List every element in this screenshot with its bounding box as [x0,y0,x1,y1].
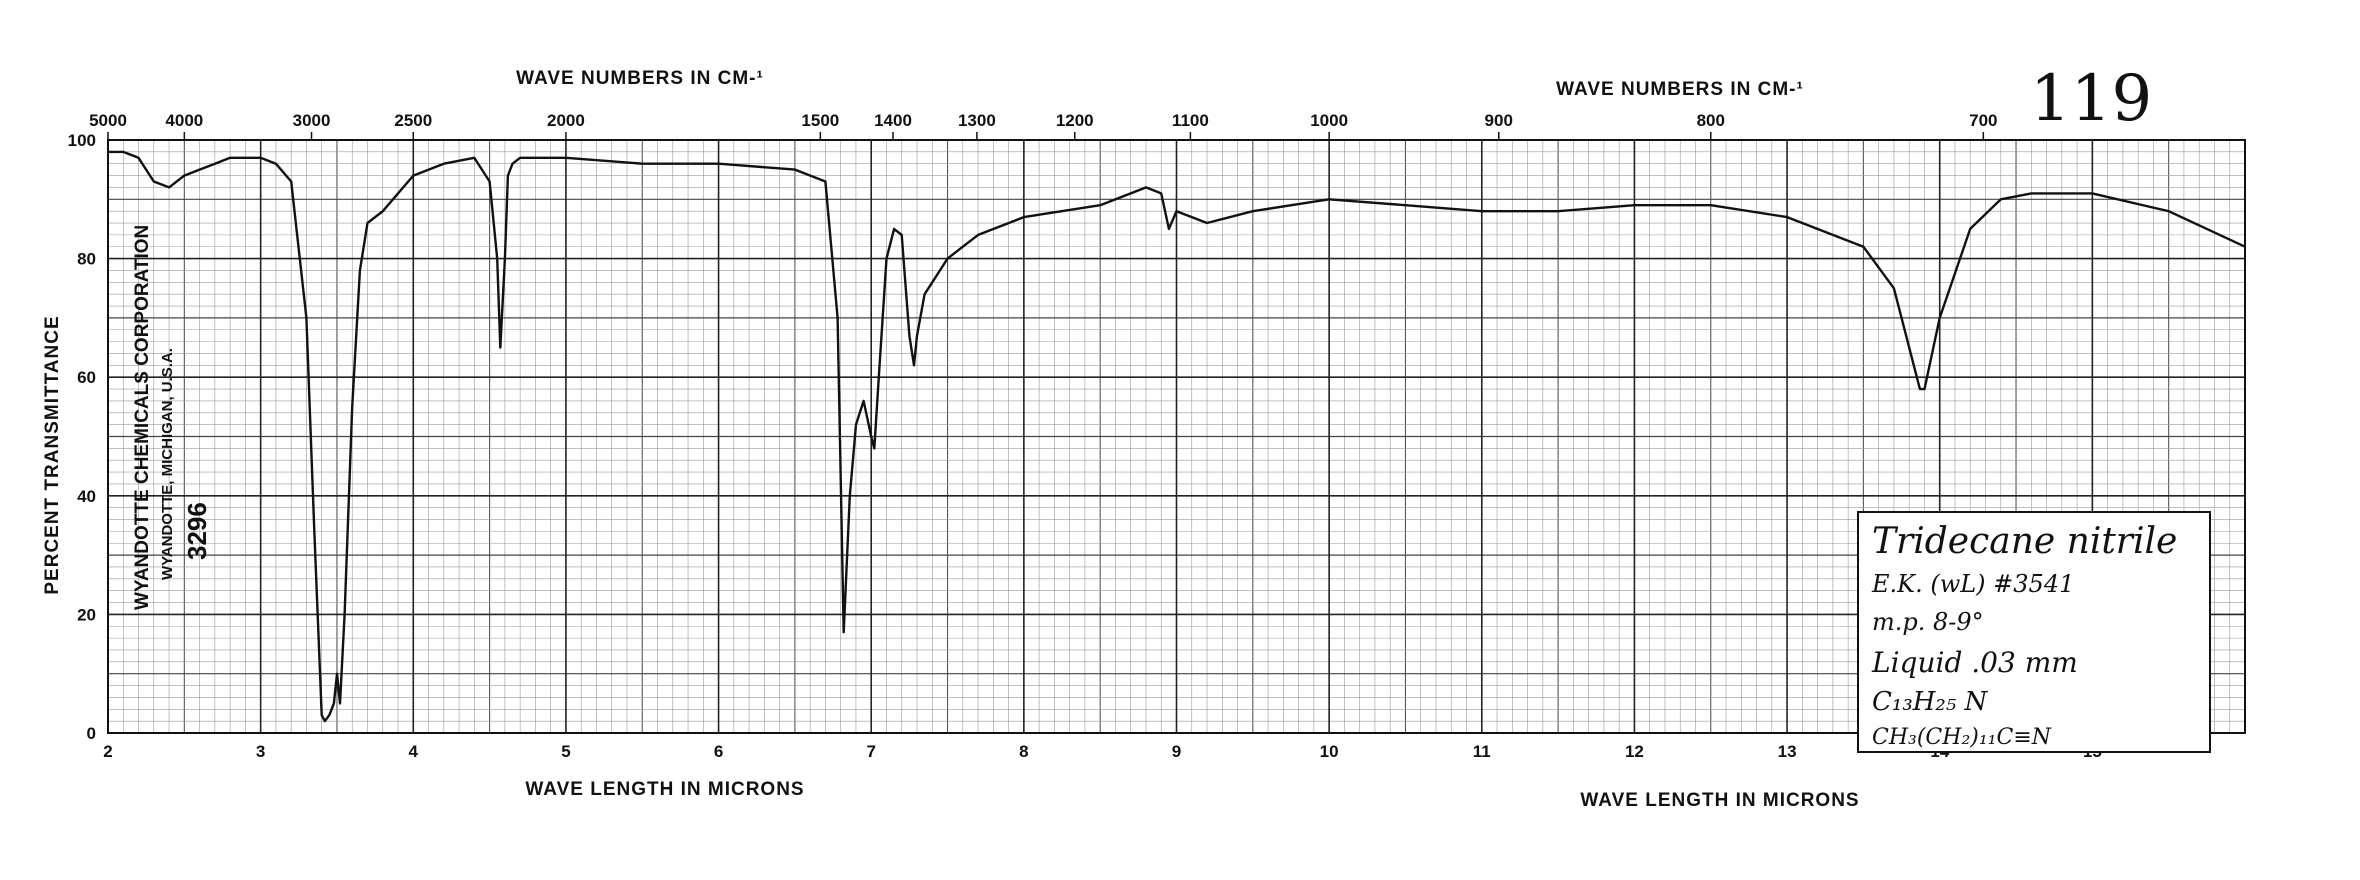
side-label-company: WYANDOTTE CHEMICALS CORPORATION [132,225,153,610]
x-tick-label: 3 [256,742,265,761]
wavenumber-tick-label: 1300 [958,111,996,130]
y-tick-label: 100 [68,131,96,150]
wavenumber-tick-label: 800 [1697,111,1725,130]
wavenumber-tick-label: 1400 [874,111,912,130]
x-axis-title-bottom-left: WAVE LENGTH IN MICRONS [525,779,804,800]
annotation-line-1: Tridecane nitrile [1872,521,2177,562]
annotation-line-5: C₁₃H₂₅ N [1872,687,1989,717]
x-tick-label: 9 [1172,742,1181,761]
y-tick-label: 20 [77,605,96,624]
y-axis-title: PERCENT TRANSMITTANCE [42,315,63,594]
wavenumber-tick-label: 4000 [165,111,203,130]
wavenumber-tick-label: 700 [1969,111,1997,130]
x-tick-label: 5 [561,742,570,761]
annotation-line-2: E.K. (wL) #3541 [1871,570,2074,598]
wavenumber-tick-label: 1000 [1310,111,1348,130]
x-axis-title-top-left: WAVE NUMBERS IN CM-¹ [516,68,764,89]
x-tick-label: 11 [1473,742,1491,761]
y-tick-label: 0 [87,724,96,743]
wavenumber-tick-label: 1100 [1172,111,1209,130]
x-tick-labels: 23456789101112131415 [103,742,2102,761]
y-tick-labels: 0 20 40 60 80 100 [68,131,96,743]
wavenumber-tick-label: 3000 [293,111,331,130]
wavenumber-tick-label: 5000 [89,111,127,130]
plot-frame [107,139,2246,734]
annotation-line-6: CH₃(CH₂)₁₁C≡N [1872,725,2052,750]
x-tick-label: 13 [1778,742,1797,761]
annotation-box: Tridecane nitrile E.K. (wL) #3541 m.p. 8… [1857,511,2211,753]
side-label-location: WYANDOTTE, MICHIGAN, U.S.A. [159,348,176,580]
series-line [108,150,2246,723]
side-label-code: 3296 [182,502,212,560]
x-tick-label: 12 [1625,742,1644,761]
x-tick-label: 4 [409,742,419,761]
wavenumber-tick-label: 1500 [801,111,839,130]
wavenumber-tick-label: 2000 [547,111,585,130]
wavenumber-tick-label: 2500 [394,111,432,130]
x-tick-label: 8 [1019,742,1028,761]
y-tick-label: 80 [77,250,96,269]
x-axis-title-bottom-right: WAVE LENGTH IN MICRONS [1580,790,1859,811]
annotation-line-3: m.p. 8-9° [1872,608,1984,636]
y-tick-label: 60 [77,368,96,387]
x-axis-title-top-right: WAVE NUMBERS IN CM-¹ [1556,79,1804,100]
y-tick-label: 40 [77,487,96,506]
wavenumber-tick-labels: 5000 4000 3000 2500 2000 1500 1400 1300 1200 1100… [89,111,1998,140]
wavenumber-tick-label: 900 [1485,111,1513,130]
x-tick-label: 10 [1320,742,1339,761]
x-tick-label: 6 [714,742,723,761]
x-tick-label: 2 [103,742,112,761]
figure-number: 119 [2030,62,2152,136]
annotation-line-4: Liquid .03 mm [1871,646,2078,679]
x-tick-label: 7 [866,742,875,761]
wavenumber-tick-label: 1200 [1056,111,1094,130]
